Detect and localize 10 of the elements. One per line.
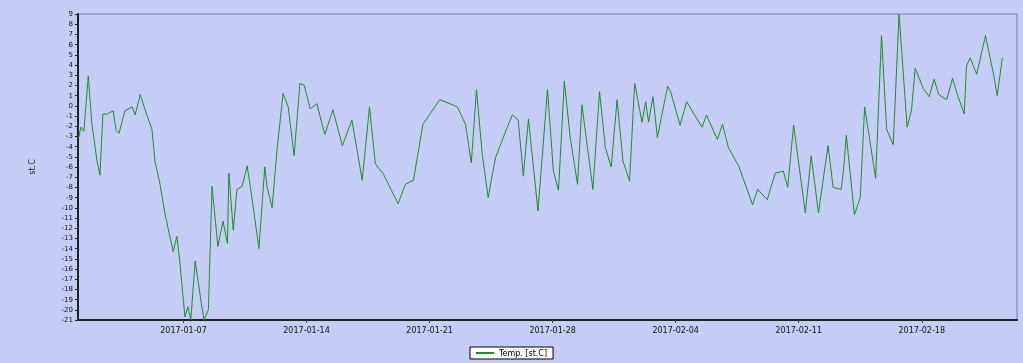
legend-label: Temp. [st.C] <box>497 348 548 358</box>
x-tick-label: 2017-01-21 <box>406 325 453 335</box>
x-tick-label: 2017-02-11 <box>775 325 822 335</box>
x-tick-label: 2017-01-28 <box>529 325 576 335</box>
y-axis-title: st.C <box>27 158 37 175</box>
x-tick-label: 2017-01-14 <box>283 325 330 335</box>
x-tick-label: 2017-02-18 <box>898 325 946 335</box>
line-series <box>78 13 1003 321</box>
x-tick-label: 2017-02-04 <box>652 325 699 335</box>
x-tick-label: 2017-01-07 <box>160 325 207 335</box>
